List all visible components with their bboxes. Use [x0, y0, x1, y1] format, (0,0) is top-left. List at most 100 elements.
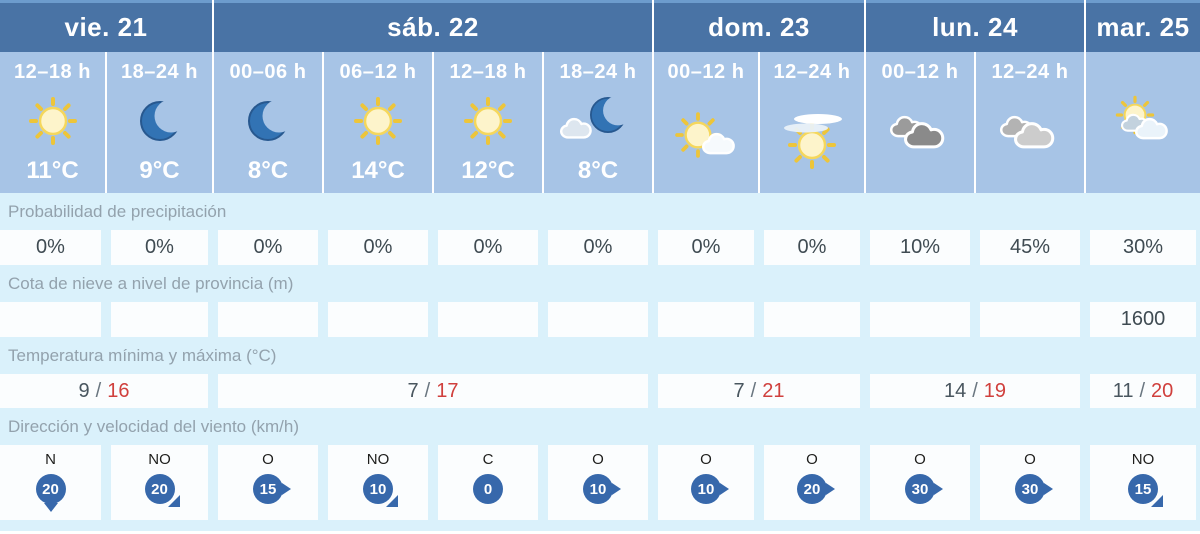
wind-band: Dirección y velocidad del viento (km/h): [0, 408, 1200, 445]
wind-speed-badge: 30: [905, 474, 935, 504]
sun-clouds-light-icon: [1086, 52, 1200, 193]
wind-direction: N: [45, 451, 56, 468]
wind-direction: NO: [366, 451, 390, 468]
wind-speed-badge: 20: [797, 474, 827, 504]
precipitation-cell: 0%: [218, 230, 318, 265]
snow-level-cell: [658, 302, 754, 337]
wind-speed-badge: 10: [691, 474, 721, 504]
hour-range: 06–12 h: [339, 61, 417, 83]
wind-cell: O 10: [548, 445, 648, 520]
precipitation-band: Probabilidad de precipitación: [0, 193, 1200, 230]
hour-range: 18–24 h: [121, 61, 198, 83]
wind-direction: O: [806, 451, 818, 468]
minmax-cell: 9 / 16: [0, 374, 208, 408]
wind-cell: NO 15: [1090, 445, 1196, 520]
max-temp: 21: [762, 379, 785, 402]
snow-level-cell: [548, 302, 648, 337]
wind-direction: NO: [148, 451, 171, 468]
precipitation-cell: 0%: [0, 230, 101, 265]
hour-range: 00–12 h: [881, 61, 959, 83]
precipitation-cell: 0%: [111, 230, 208, 265]
clouds-dark-icon: [866, 84, 974, 193]
snow-level-cell: [111, 302, 208, 337]
snow-level-cell: [980, 302, 1080, 337]
minmax-cell: 7 / 21: [658, 374, 860, 408]
snow-level-cell: 1600: [1090, 302, 1196, 337]
temperature-value: 8°C: [247, 157, 289, 184]
minmax-temperature-band: Temperatura mínima y máxima (°C): [0, 337, 1200, 374]
minmax-temperature-label: Temperatura mínima y máxima (°C): [8, 345, 277, 365]
precipitation-cell: 0%: [658, 230, 754, 265]
temp-separator: /: [750, 379, 757, 402]
moon-icon: [214, 84, 322, 157]
precipitation-cell: 0%: [328, 230, 428, 265]
wind-speed-badge: 15: [253, 474, 283, 504]
forecast-cell: 00–12 h: [654, 52, 758, 193]
wind-cell: C 0: [438, 445, 538, 520]
minmax-temperature-row: 9 / 16 7 / 17 7 / 21 14 / 19 11 / 20: [0, 374, 1200, 408]
wind-direction: O: [700, 451, 712, 468]
max-temp: 19: [983, 379, 1007, 402]
forecast-cell: 12–24 h: [976, 52, 1084, 193]
sun-icon: [324, 84, 432, 157]
precipitation-label: Probabilidad de precipitación: [8, 201, 227, 221]
minmax-cell: 14 / 19: [870, 374, 1080, 408]
max-temp: 17: [436, 379, 459, 402]
snow-level-label: Cota de nieve a nivel de provincia (m): [8, 273, 294, 293]
min-temp: 11: [1112, 379, 1134, 402]
wind-direction: NO: [1131, 451, 1155, 468]
day-header-lun24: lun. 24: [866, 0, 1084, 52]
day-header-sab22: sáb. 22: [214, 0, 652, 52]
wind-speed-badge: 30: [1015, 474, 1045, 504]
day-header-dom23: dom. 23: [654, 0, 864, 52]
temperature-value: 8°C: [577, 157, 619, 184]
wind-cell: O 30: [870, 445, 970, 520]
hour-range: 12–18 h: [449, 61, 527, 83]
precipitation-cell: 10%: [870, 230, 970, 265]
wind-speed-badge: 20: [35, 474, 66, 504]
precipitation-values-row: 0% 0% 0% 0% 0% 0% 0% 0% 10% 45% 30%: [0, 230, 1200, 265]
forecast-cell: 18–24 h 9°C: [107, 52, 212, 193]
sun-icon: [434, 84, 542, 157]
snow-level-cell: [764, 302, 860, 337]
wind-speed-badge: 10: [583, 474, 613, 504]
wind-direction: C: [482, 451, 494, 468]
wind-cell: NO 10: [328, 445, 428, 520]
clouds-gray-icon: [976, 84, 1084, 193]
minmax-cell: 11 / 20: [1090, 374, 1196, 408]
temperature-value: 12°C: [461, 157, 515, 184]
wind-direction: O: [914, 451, 926, 468]
hour-range: 18–24 h: [559, 61, 637, 83]
temperature-value: 9°C: [139, 157, 180, 184]
forecast-cell: 12–24 h: [760, 52, 864, 193]
wind-cell: O 30: [980, 445, 1080, 520]
snow-level-cell: [0, 302, 101, 337]
hour-range: 12–24 h: [773, 61, 851, 83]
wind-speed-badge: 20: [144, 474, 180, 507]
snow-level-band: Cota de nieve a nivel de provincia (m): [0, 265, 1200, 302]
forecast-cell: 12–18 h 11°C: [0, 52, 105, 193]
wind-cell: O 15: [218, 445, 318, 520]
wind-cell: O 10: [658, 445, 754, 520]
min-temp: 7: [733, 379, 745, 402]
day-header-vie21: vie. 21: [0, 0, 212, 52]
hour-range: 12–24 h: [991, 61, 1069, 83]
temp-separator: /: [972, 379, 978, 402]
moon-cloud-icon: [544, 84, 652, 157]
day-header-row: vie. 21 sáb. 22 dom. 23 lun. 24 mar. 25: [0, 0, 1200, 52]
forecast-cell: 00–12 h: [866, 52, 974, 193]
precipitation-cell: 30%: [1090, 230, 1196, 265]
snow-level-cell: [218, 302, 318, 337]
snow-level-values-row: 1600: [0, 302, 1200, 337]
wind-speed-badge: 15: [1128, 474, 1163, 507]
snow-level-cell: [438, 302, 538, 337]
wind-speed-badge: 10: [363, 474, 398, 507]
moon-icon: [107, 84, 212, 157]
precipitation-cell: 0%: [764, 230, 860, 265]
wind-cell: NO 20: [111, 445, 208, 520]
wind-cell: O 20: [764, 445, 860, 520]
sun-high-clouds-icon: [760, 84, 864, 193]
temp-separator: /: [1139, 379, 1146, 402]
precipitation-cell: 45%: [980, 230, 1080, 265]
forecast-cell: 06–12 h 14°C: [324, 52, 432, 193]
